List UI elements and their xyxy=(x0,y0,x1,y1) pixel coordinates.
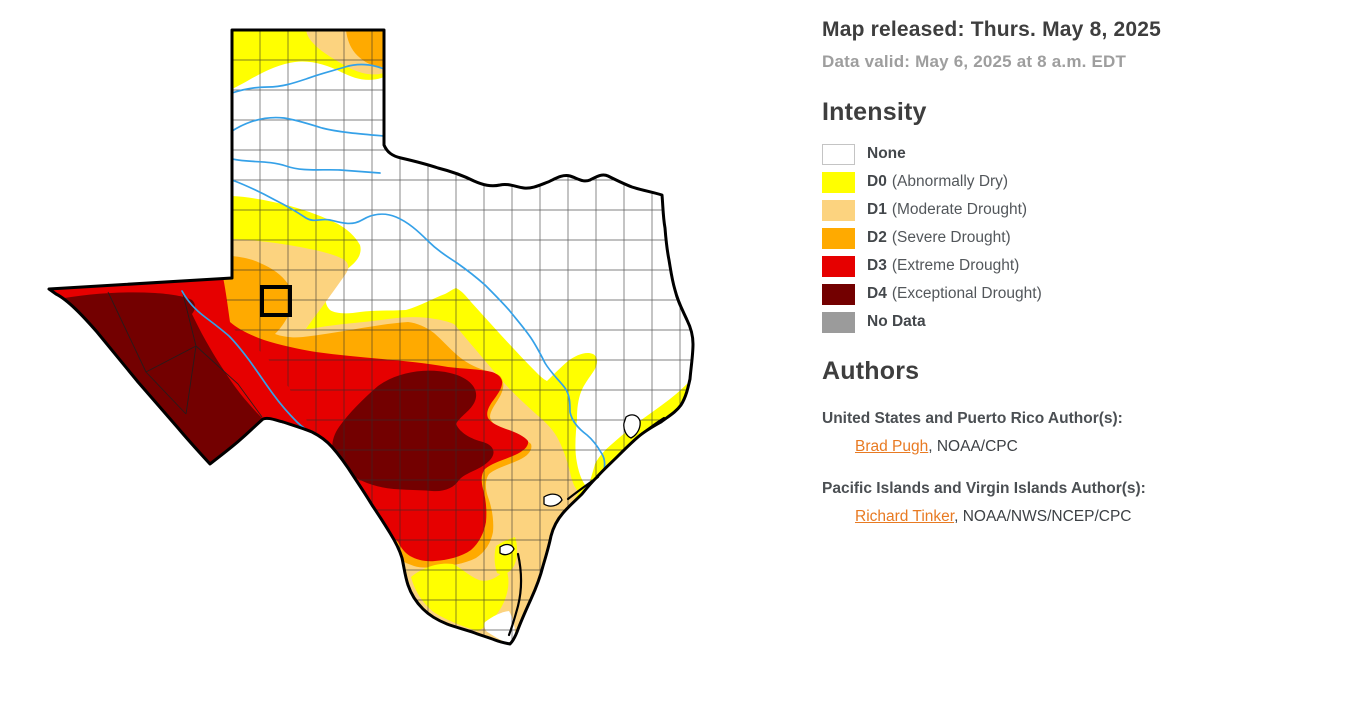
legend-label: D0 xyxy=(867,173,887,190)
north-fork-river xyxy=(231,116,385,137)
legend-row-d2: D2 (Severe Drought) xyxy=(822,227,1342,249)
author-link-brad-pugh[interactable]: Brad Pugh xyxy=(855,438,929,455)
legend-row-d4: D4 (Exceptional Drought) xyxy=(822,283,1342,305)
legend-label: D4 xyxy=(867,285,887,302)
legend-desc: (Severe Drought) xyxy=(891,229,1011,246)
legend-label: D1 xyxy=(867,201,887,218)
legend-row-d1: D1 (Moderate Drought) xyxy=(822,199,1342,221)
matagorda-bay xyxy=(543,493,563,507)
none-swatch xyxy=(822,143,855,165)
no-data-swatch xyxy=(822,311,855,333)
legend-row-none: None xyxy=(822,143,1342,165)
red-river-fork xyxy=(231,158,381,174)
d2-swatch xyxy=(822,227,855,249)
legend-label: D3 xyxy=(867,257,887,274)
selected-county-highlight[interactable] xyxy=(260,285,292,317)
us-author-line: Brad Pugh, NOAA/CPC xyxy=(822,438,1342,456)
canadian-river xyxy=(231,63,385,94)
authors-block: United States and Puerto Rico Author(s):… xyxy=(822,410,1342,526)
pacific-author-line: Richard Tinker, NOAA/NWS/NCEP/CPC xyxy=(822,508,1342,526)
texas-drought-map[interactable] xyxy=(0,0,740,680)
legend-desc: (Exceptional Drought) xyxy=(891,285,1042,302)
legend-desc: (Abnormally Dry) xyxy=(891,173,1009,190)
galveston-bay xyxy=(623,414,641,439)
legend-label: D2 xyxy=(867,229,887,246)
d0-swatch xyxy=(822,171,855,193)
author-link-richard-tinker[interactable]: Richard Tinker xyxy=(855,508,955,525)
legend-label: None xyxy=(867,145,906,162)
d2-layer-panhandle xyxy=(346,30,384,67)
legend-row-d3: D3 (Extreme Drought) xyxy=(822,255,1342,277)
legend-title: Intensity xyxy=(822,98,927,126)
map-released-date: Map released: Thurs. May 8, 2025 xyxy=(822,18,1162,41)
legend-desc: (Extreme Drought) xyxy=(891,257,1020,274)
texas-state-outline xyxy=(47,28,695,646)
corpus-christi-bay xyxy=(499,543,515,556)
legend-row-d0: D0 (Abnormally Dry) xyxy=(822,171,1342,193)
d4-layer-west xyxy=(53,292,262,464)
d3-swatch xyxy=(822,255,855,277)
county-boundaries-west xyxy=(107,289,263,418)
drought-intensity-layers xyxy=(49,30,690,644)
drought-map-container[interactable] xyxy=(0,0,800,724)
us-authors-label: United States and Puerto Rico Author(s): xyxy=(822,410,1123,427)
pacific-authors-label: Pacific Islands and Virgin Islands Autho… xyxy=(822,480,1146,497)
brazos-trinity-river xyxy=(231,179,606,471)
d4-layer-central xyxy=(332,370,494,492)
coastal-bays xyxy=(499,414,641,556)
pecos-river xyxy=(181,290,314,434)
authors-title: Authors xyxy=(822,357,920,385)
pacific-author-affiliation: , NOAA/NWS/NCEP/CPC xyxy=(954,508,1132,525)
padre-island xyxy=(507,552,523,637)
legend-label: No Data xyxy=(867,313,926,330)
d1-swatch xyxy=(822,199,855,221)
rivers-layer xyxy=(181,63,606,471)
info-panel: Map released: Thurs. May 8, 2025 Data va… xyxy=(822,18,1342,526)
us-author-affiliation: , NOAA/CPC xyxy=(928,438,1018,455)
none-layer-tip xyxy=(484,611,515,643)
legend-desc: (Moderate Drought) xyxy=(891,201,1028,218)
data-valid-date: Data valid: May 6, 2025 at 8 a.m. EDT xyxy=(822,52,1127,71)
legend-row-nodata: No Data xyxy=(822,311,1342,333)
county-boundaries-grid xyxy=(2,6,730,666)
d4-swatch xyxy=(822,283,855,305)
intensity-legend: None D0 (Abnormally Dry) D1 (Moderate Dr… xyxy=(822,143,1342,333)
